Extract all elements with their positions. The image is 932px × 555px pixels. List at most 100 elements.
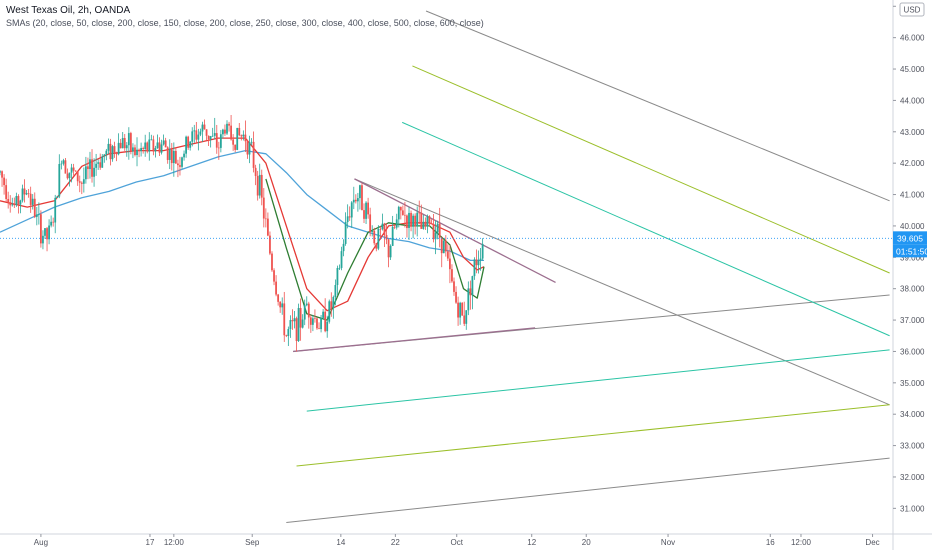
- x-tick-label: Dec: [865, 538, 879, 547]
- candle: [361, 183, 363, 211]
- candle: [461, 302, 464, 316]
- candle: [307, 301, 310, 329]
- y-tick-label: 33.000: [900, 442, 925, 451]
- candle-body: [156, 142, 159, 149]
- candle: [301, 314, 304, 329]
- candle-body: [179, 165, 181, 167]
- candle: [416, 206, 419, 237]
- candle-body: [258, 174, 261, 196]
- candle-body: [314, 318, 316, 319]
- candle-body: [475, 259, 478, 266]
- candle: [189, 140, 192, 151]
- candle-body: [54, 197, 57, 223]
- candle-body: [289, 320, 292, 330]
- candle-body: [9, 202, 12, 206]
- candle-body: [50, 221, 53, 226]
- candle-body: [207, 135, 210, 140]
- y-tick-label: 46.000: [900, 34, 925, 43]
- candle-body: [193, 130, 196, 132]
- candle: [17, 194, 20, 214]
- candle-body: [177, 163, 179, 166]
- candle: [219, 129, 222, 153]
- candle: [160, 139, 163, 155]
- candle: [207, 135, 210, 146]
- candle-body: [344, 222, 347, 244]
- candle-body: [379, 228, 382, 230]
- candle: [181, 156, 183, 169]
- candle: [3, 174, 5, 195]
- candle: [52, 217, 55, 227]
- candle-body: [414, 215, 417, 227]
- candle-body: [168, 149, 171, 160]
- candle: [399, 206, 402, 220]
- candle: [436, 220, 439, 240]
- candle: [397, 205, 400, 228]
- candle-body: [271, 253, 273, 271]
- candle: [226, 120, 228, 135]
- candle-body: [301, 319, 304, 328]
- channel-bottom-teal: [306, 349, 890, 412]
- candle-body: [82, 179, 85, 184]
- candle-body: [334, 284, 337, 297]
- candle-body: [416, 212, 419, 227]
- candle-body: [195, 130, 198, 140]
- candle: [267, 212, 269, 237]
- candle-body: [412, 215, 414, 227]
- candle: [177, 159, 179, 178]
- candle-body: [287, 329, 290, 337]
- candle-body: [76, 171, 79, 182]
- candle-body: [162, 140, 165, 145]
- candle-body: [74, 170, 77, 172]
- candle-body: [93, 167, 95, 177]
- candle: [375, 242, 378, 252]
- candle-body: [428, 216, 431, 224]
- candle: [326, 315, 329, 338]
- candle-body: [361, 185, 363, 211]
- candle: [203, 119, 206, 130]
- candle: [228, 121, 230, 132]
- candle: [172, 142, 175, 177]
- candle-body: [23, 188, 26, 195]
- candle-body: [1, 171, 3, 178]
- candle-body: [213, 133, 216, 136]
- candle: [166, 146, 169, 164]
- candle: [438, 207, 441, 248]
- candle-body: [377, 228, 380, 249]
- candle: [359, 184, 361, 210]
- candle: [262, 188, 265, 228]
- candle-body: [160, 144, 163, 153]
- candle: [66, 168, 69, 180]
- sma-indicator-legend[interactable]: SMAs (20, close, 50, close, 200, close, …: [6, 18, 484, 28]
- candle-body: [19, 200, 22, 205]
- candle-body: [307, 303, 310, 318]
- candle: [309, 314, 312, 333]
- candle: [132, 143, 134, 159]
- candle: [260, 169, 263, 206]
- candle-body: [101, 156, 104, 168]
- candle-body: [181, 157, 183, 167]
- candle: [444, 235, 447, 257]
- candle-body: [267, 218, 269, 236]
- candle-body: [80, 182, 83, 184]
- candle-body: [201, 124, 204, 132]
- x-tick-label: Aug: [34, 538, 48, 547]
- candle: [97, 159, 100, 170]
- candle-body: [375, 243, 378, 249]
- candle-body: [78, 181, 81, 183]
- candle: [162, 134, 165, 146]
- candle: [140, 142, 143, 157]
- candle-body: [187, 136, 190, 148]
- candle: [84, 156, 87, 184]
- candle-body: [115, 152, 118, 155]
- candle: [93, 158, 95, 187]
- candle: [40, 210, 42, 248]
- trend-drawings[interactable]: [286, 10, 890, 523]
- candle-body: [293, 318, 296, 322]
- candle: [356, 192, 359, 212]
- chart-legend: West Texas Oil, 2h, OANDA SMAs (20, clos…: [6, 5, 484, 29]
- candle-body: [410, 212, 412, 227]
- candle-body: [205, 129, 208, 136]
- candle: [99, 153, 102, 170]
